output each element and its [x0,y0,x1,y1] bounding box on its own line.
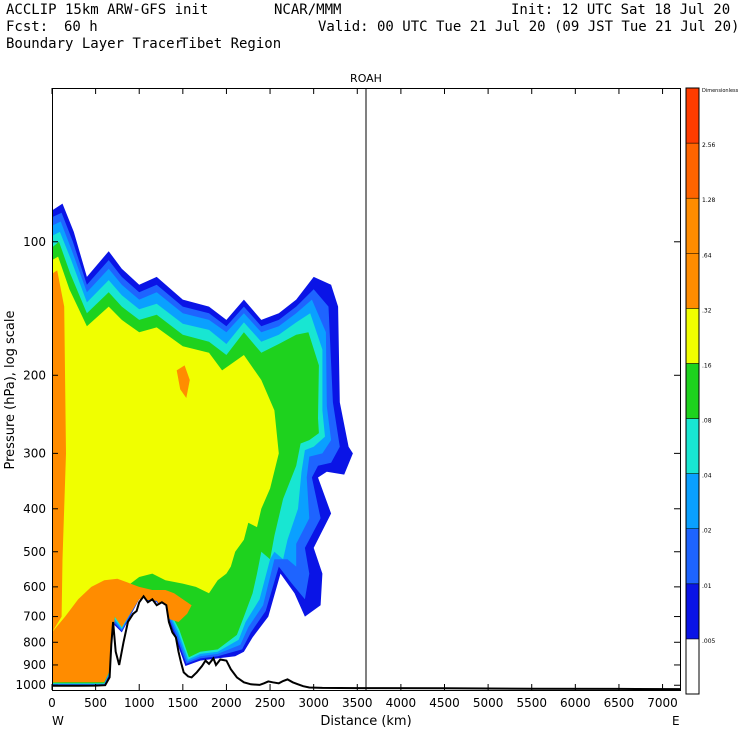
x-tick-label: 3000 [298,696,329,710]
contour-region-7 [52,578,192,683]
contour-fills [52,203,353,686]
fcst-label: Fcst: [6,19,49,35]
x-tick-label: 6000 [560,696,591,710]
x-tick-label: 5500 [516,696,547,710]
colorbar-level-label: .32 [702,307,712,314]
colorbar-level-label: .02 [702,528,712,535]
y-tick-label: 600 [23,580,46,594]
colorbar-frame [685,87,700,695]
x-tick-label: 4000 [386,696,417,710]
y-axis: 100 200 300 400 500 600 700 800 900 1000 [15,235,680,692]
contour-region-5 [52,256,279,683]
x-axis-label: Distance (km) [320,714,411,729]
x-tick-label: 1500 [168,696,199,710]
colorbar-level-label: .005 [702,638,716,645]
colorbar-swatch-9 [685,142,700,199]
x-tick-label: 2500 [255,696,286,710]
colorbar-level-label: .01 [702,583,712,590]
colorbar-level-label: 1.28 [702,197,716,204]
colorbar-swatch-0 [685,638,700,695]
y-tick-label: 300 [23,446,46,460]
colorbar-swatch-4 [685,418,700,474]
y-tick-label: 500 [23,545,46,559]
y-tick-label: 900 [23,658,46,672]
x-tick-label: 3500 [342,696,373,710]
y-tick-label: 100 [23,235,46,249]
colorbar-level-label: Dimensionless [702,88,739,94]
colorbar-swatch-2 [685,528,700,585]
org-label: NCAR/MMM [274,2,342,18]
y-axis-label: Pressure (hPa), log scale [3,311,18,470]
field-label: Boundary Layer Tracer [6,36,184,52]
valid-label: Valid: 00 UTC Tue 21 Jul 20 (09 JST Tue … [318,19,740,35]
y-tick-label: 400 [23,502,46,516]
colorbar-swatch-6 [685,308,700,364]
x-left-direction-label: W [52,714,64,728]
contour-region-6 [52,270,66,633]
x-tick-label: 500 [84,696,107,710]
colorbar-level-label: 2.56 [702,142,716,149]
init-label: Init: 12 UTC Sat 18 Jul 20 [511,2,731,18]
colorbar-level-label: .64 [702,252,712,259]
x-tick-label: 2000 [211,696,242,710]
x-axis: 0 500 1000 1500 2000 2500 3000 3500 4000 4500 5000… [48,88,678,710]
x-tick-label: 6500 [604,696,635,710]
y-tick-label: 1000 [15,678,46,692]
colorbar: .005 .01 .02 .04 .08 .16 .32 .64 1.28 2.56 Dimensi… [685,87,739,695]
contour-region-8 [176,365,190,398]
model-label: ACCLIP 15km ARW-GFS init [6,2,209,18]
fcst-value: 60 h [64,19,98,35]
x-tick-label: 5000 [473,696,504,710]
x-right-direction-label: E [672,714,680,728]
terrain-outline [52,594,681,691]
y-tick-label: 700 [23,610,46,624]
y-tick-label: 200 [23,368,46,382]
colorbar-swatch-3 [685,473,700,529]
colorbar-swatch-10 [685,87,700,144]
terrain-mask [52,596,680,691]
colorbar-level-label: .04 [702,473,712,480]
x-tick-label: 4500 [429,696,460,710]
colorbar-level-label: .16 [702,362,712,369]
colorbar-level-label: .08 [702,418,712,425]
region-label: Tibet Region [180,36,282,52]
colorbar-swatch-7 [685,253,700,309]
colorbar-swatch-5 [685,363,700,419]
y-tick-label: 800 [23,635,46,649]
x-tick-label: 7000 [647,696,678,710]
x-tick-label: 0 [48,696,56,710]
chart-title: ROAH [350,72,382,85]
x-tick-label: 1000 [124,696,155,710]
plot-frame [52,88,681,691]
colorbar-swatch-8 [685,197,700,254]
colorbar-swatch-1 [685,583,700,640]
